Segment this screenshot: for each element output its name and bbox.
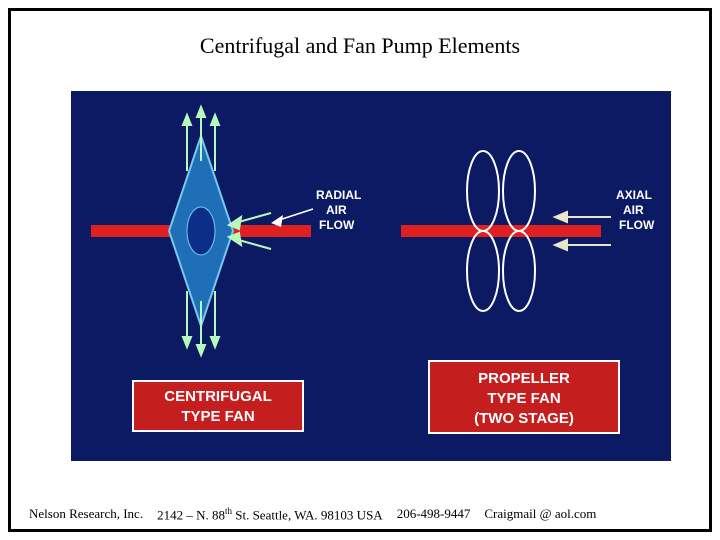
footer-address-post: St. Seattle, WA. 98103 USA: [232, 507, 383, 522]
footer-address-pre: 2142 – N. 88: [157, 507, 225, 522]
centrifugal-hub: [187, 207, 215, 255]
footer-address-sup: th: [225, 506, 232, 516]
propeller-caption-l1: PROPELLER: [478, 370, 570, 387]
axial-label-l1: AXIAL: [616, 188, 652, 202]
propeller-caption-l3: (TWO STAGE): [474, 410, 574, 427]
propeller-shaft: [401, 225, 601, 237]
axial-label-l3: FLOW: [619, 218, 655, 232]
slide-title: Centrifugal and Fan Pump Elements: [11, 33, 709, 59]
footer: Nelson Research, Inc. 2142 – N. 88th St.…: [29, 506, 691, 523]
footer-phone: 206-498-9447: [397, 506, 471, 523]
slide-frame: Centrifugal and Fan Pump Elements: [8, 8, 712, 532]
footer-company: Nelson Research, Inc.: [29, 506, 143, 523]
radial-label-l1: RADIAL: [316, 188, 361, 202]
centrifugal-caption-box: CENTRIFUGAL TYPE FAN: [133, 381, 303, 431]
centrifugal-caption-l1: CENTRIFUGAL: [164, 388, 272, 405]
footer-email: Craigmail @ aol.com: [484, 506, 596, 523]
radial-label-l3: FLOW: [319, 218, 355, 232]
centrifugal-caption-l2: TYPE FAN: [181, 408, 254, 425]
footer-address: 2142 – N. 88th St. Seattle, WA. 98103 US…: [157, 506, 383, 523]
propeller-caption-l2: TYPE FAN: [487, 390, 560, 407]
pump-diagram: RADIAL AIR FLOW CENTRIFUGAL TYPE FAN: [71, 91, 671, 461]
propeller-caption-box: PROPELLER TYPE FAN (TWO STAGE): [429, 361, 619, 433]
radial-label-l2: AIR: [326, 203, 347, 217]
axial-label-l2: AIR: [623, 203, 644, 217]
